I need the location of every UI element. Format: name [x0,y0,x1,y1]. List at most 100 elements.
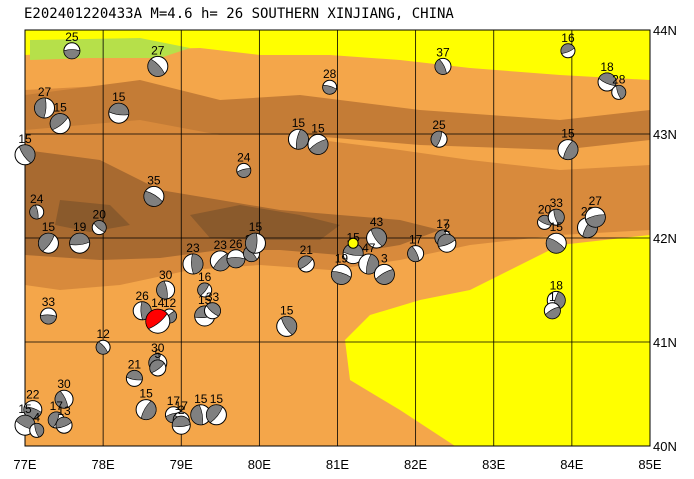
event-depth-label: 15 [112,90,126,104]
beachball [145,308,171,334]
beachball [182,253,204,275]
beachball [69,232,91,254]
beachball-compression [29,204,39,220]
event-depth-label: 33 [550,196,564,210]
beachball [584,206,606,228]
beachball-compression [434,58,447,75]
beachball [366,227,388,249]
beachball-compression [34,97,47,119]
event-depth-label: 2 [444,221,451,235]
event-depth-label: 19 [335,251,349,265]
beachball [54,389,74,409]
event-depth-label: 15 [18,402,32,416]
beachball-compression [55,416,72,429]
beachball [407,245,425,263]
main-event-label: 14 [151,296,165,310]
beachball [37,232,59,254]
beachball [287,128,309,150]
beachball-compression [69,232,90,246]
beachball-compression [245,232,258,254]
event-depth-label: 27 [589,194,603,208]
beachball [171,415,191,435]
beachball-compression [430,130,443,148]
beachball-compression [331,271,352,285]
beachball [149,359,167,377]
beachball [330,263,352,285]
event-depth-label: 35 [147,173,161,187]
beachball [95,339,111,355]
event-depth-label: 23 [186,241,200,255]
beachball-compression [226,257,246,269]
beachball [322,79,338,95]
beachball [276,315,298,337]
latitude-label: 42N [653,231,677,246]
longitude-label: 77E [13,457,36,472]
beachball-compression [145,308,168,330]
latitude-label: 41N [653,335,677,350]
beachball-compression [206,404,223,424]
beachball [14,144,36,166]
lat-lon-grid [25,30,650,446]
event-depth-label: 25 [432,118,446,132]
event-depth-label: 17 [50,399,64,413]
beachball-compression [40,314,57,325]
beachball-compression [93,220,107,233]
beachball [125,369,143,387]
event-depth-label: 15 [249,220,263,234]
beachball [597,72,617,92]
event-depth-label: 15 [311,121,325,135]
beachball [307,133,329,155]
beachball [29,204,45,220]
beachball-compression [437,233,456,247]
beachball [49,113,71,135]
event-depth-label: 27 [151,43,165,57]
beachball-compression [280,316,298,336]
beachball-compression [63,49,81,60]
beachball [108,102,130,124]
beachball-compression [197,282,210,296]
beachball [560,43,576,59]
event-depth-label: 12 [163,296,177,310]
event-depth-label: 43 [370,215,384,229]
beachball [39,307,57,325]
event-depth-label: 15 [42,220,56,234]
beachball [547,208,565,226]
beachball-compression [54,390,69,409]
event-depth-label: 15 [53,101,67,115]
beachball [437,233,457,253]
longitude-label: 82E [404,457,427,472]
event-depth-label: 5 [154,347,161,361]
event-depth-label: 15 [210,392,224,406]
beachball [342,243,364,265]
beachball-compression [147,58,166,77]
longitude-label: 84E [560,457,583,472]
event-depth-label: 15 [18,132,32,146]
beachball-compression [545,237,566,254]
beachball [29,422,45,438]
event-depth-label: 1 [549,290,556,304]
event-depth-label: 17 [167,394,181,408]
map-title: E202401220433A M=4.6 h= 26 SOUTHERN XINJ… [24,6,454,22]
event-depth-label: 20 [538,202,552,216]
beachball [135,399,157,421]
beachball-compression [108,102,129,116]
event-depth-label: 47 [362,241,376,255]
beachball-compression [295,129,309,150]
event-depth-label: 17 [175,399,189,413]
beachball [543,302,561,320]
beachball-compression [95,341,109,355]
event-depth-label: 37 [436,45,450,59]
event-depth-label: 33 [42,295,56,309]
beachball-compression [553,208,565,226]
event-depth-label: 22 [26,388,40,402]
event-depth-label: 17 [436,217,450,231]
beachball-compression [243,247,258,262]
event-depth-label: 15 [550,220,564,234]
beachball [430,130,448,148]
longitude-label: 85E [638,457,661,472]
beachball [545,232,567,254]
beachball-compression [126,370,143,381]
latitude-labels: 44N 43N 42N 41N 40N [653,23,677,454]
event-depth-label: 12 [96,327,110,341]
